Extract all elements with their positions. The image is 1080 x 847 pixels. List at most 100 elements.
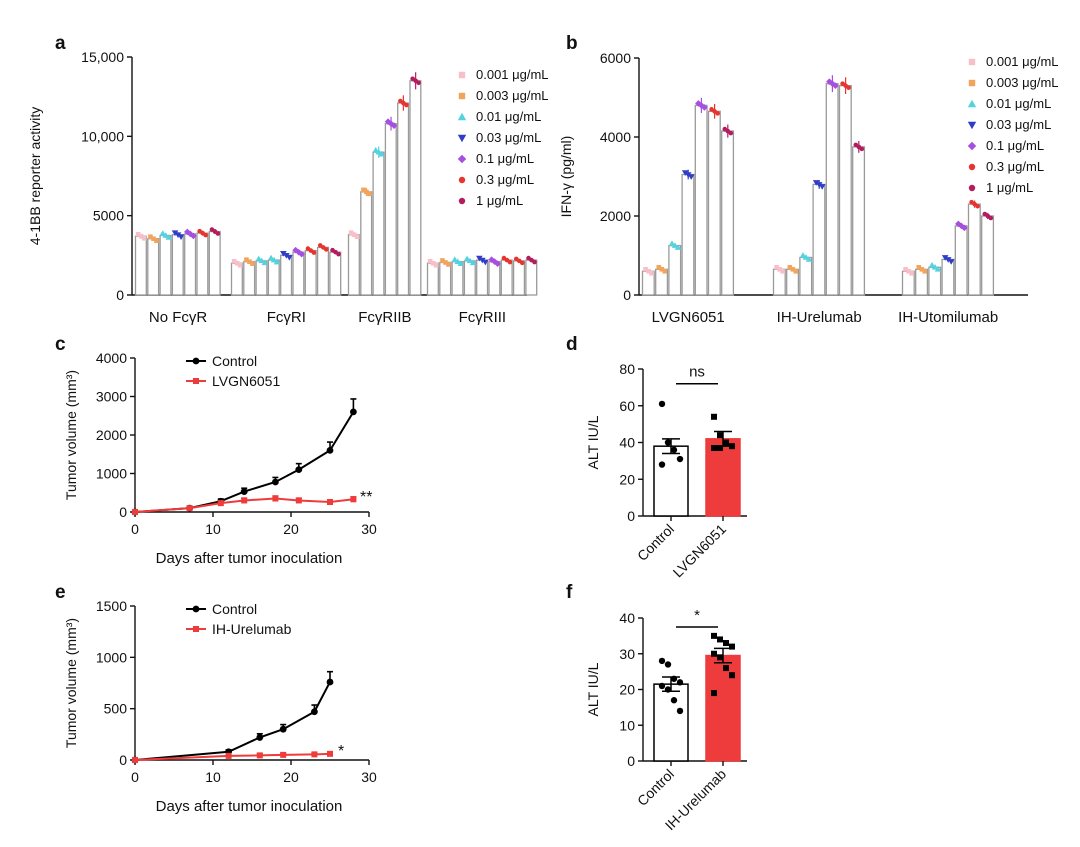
data-point xyxy=(256,734,264,741)
data-point xyxy=(507,259,513,265)
data-point xyxy=(203,232,208,238)
data-point xyxy=(717,636,723,643)
data-point xyxy=(658,682,666,690)
data-point xyxy=(279,725,287,733)
data-point xyxy=(240,488,248,495)
data-point xyxy=(283,253,290,259)
bar xyxy=(255,260,268,296)
data-point xyxy=(728,130,734,136)
data-point xyxy=(668,240,676,246)
data-point xyxy=(711,650,717,657)
legend-marker xyxy=(458,71,466,79)
legend-label: 0.1 μg/mL xyxy=(476,151,534,166)
y-tick-label: 1000 xyxy=(96,466,127,482)
data-point xyxy=(818,184,826,190)
data-point xyxy=(361,187,366,193)
data-point xyxy=(793,269,799,274)
data-point xyxy=(711,445,717,452)
data-point xyxy=(674,244,682,250)
data-point xyxy=(787,265,793,270)
data-point xyxy=(711,632,717,639)
data-point xyxy=(658,400,666,408)
data-point xyxy=(729,443,735,450)
data-point xyxy=(190,232,197,240)
data-point xyxy=(267,254,275,261)
data-point xyxy=(815,182,823,188)
data-point xyxy=(780,269,785,274)
data-point xyxy=(931,264,939,270)
data-point xyxy=(270,256,278,263)
significance-annotation: * xyxy=(338,743,344,760)
y-axis-title: 4-1BB reporter activity xyxy=(27,107,43,246)
data-point xyxy=(433,262,439,268)
data-point xyxy=(186,505,193,512)
data-point xyxy=(327,750,333,757)
data-point xyxy=(934,266,942,272)
y-tick-label: 3000 xyxy=(96,389,127,405)
data-point xyxy=(774,265,779,270)
y-tick-label: 10 xyxy=(619,717,635,733)
legend-label: IH-Urelumab xyxy=(212,621,292,637)
y-tick-label: 60 xyxy=(619,398,635,414)
significance-label: ns xyxy=(689,364,705,381)
data-point xyxy=(664,686,672,693)
bar xyxy=(384,122,397,296)
legend-label: 0.003 μg/mL xyxy=(476,88,549,103)
series-line xyxy=(134,411,355,513)
data-point xyxy=(646,269,651,274)
data-point xyxy=(244,257,249,262)
bar xyxy=(184,233,197,296)
y-tick-label: 0 xyxy=(119,504,127,520)
y-tick-label: 0 xyxy=(119,752,127,768)
data-point xyxy=(311,708,318,716)
data-point xyxy=(141,235,147,241)
data-point xyxy=(258,257,266,264)
y-axis-title: ALT IU/L xyxy=(585,415,601,469)
data-point xyxy=(701,104,708,111)
data-point xyxy=(165,234,173,240)
legend-label: 0.03 μg/mL xyxy=(476,130,541,145)
data-point xyxy=(154,238,159,243)
legend-label: 0.3 μg/mL xyxy=(476,172,534,187)
legend-marker xyxy=(968,163,976,171)
data-point xyxy=(177,234,185,241)
y-tick-label: 6000 xyxy=(600,50,631,66)
y-tick-label: 1500 xyxy=(96,598,127,614)
bar xyxy=(347,234,360,296)
data-point xyxy=(812,180,820,186)
data-point xyxy=(711,690,717,697)
data-point xyxy=(658,657,666,665)
y-tick-label: 4000 xyxy=(96,350,127,366)
data-point xyxy=(348,230,354,236)
data-point xyxy=(466,257,474,264)
data-point xyxy=(375,148,383,155)
bar xyxy=(981,215,995,296)
bar xyxy=(653,683,689,762)
bar xyxy=(409,80,422,296)
data-point xyxy=(906,269,911,274)
data-point xyxy=(802,254,810,260)
y-tick-label: 40 xyxy=(619,435,635,451)
legend-label: 0.003 μg/mL xyxy=(986,75,1059,90)
bar xyxy=(681,173,695,296)
bar xyxy=(426,262,439,296)
data-point xyxy=(336,251,341,257)
bar xyxy=(243,261,256,296)
data-point xyxy=(799,252,807,258)
data-point xyxy=(234,260,240,266)
data-point xyxy=(491,258,498,265)
data-point xyxy=(135,231,141,237)
bar xyxy=(372,151,385,296)
y-tick-label: 40 xyxy=(619,610,635,626)
series-line xyxy=(134,681,331,761)
data-point xyxy=(662,269,668,274)
data-point xyxy=(237,262,243,268)
data-point xyxy=(482,259,489,266)
data-point xyxy=(676,455,684,463)
data-point xyxy=(350,496,357,503)
group-label: No FcγR xyxy=(149,309,208,326)
data-point xyxy=(532,259,537,265)
data-point xyxy=(519,260,525,266)
y-tick-label: 0 xyxy=(627,508,635,524)
bar xyxy=(941,258,955,296)
